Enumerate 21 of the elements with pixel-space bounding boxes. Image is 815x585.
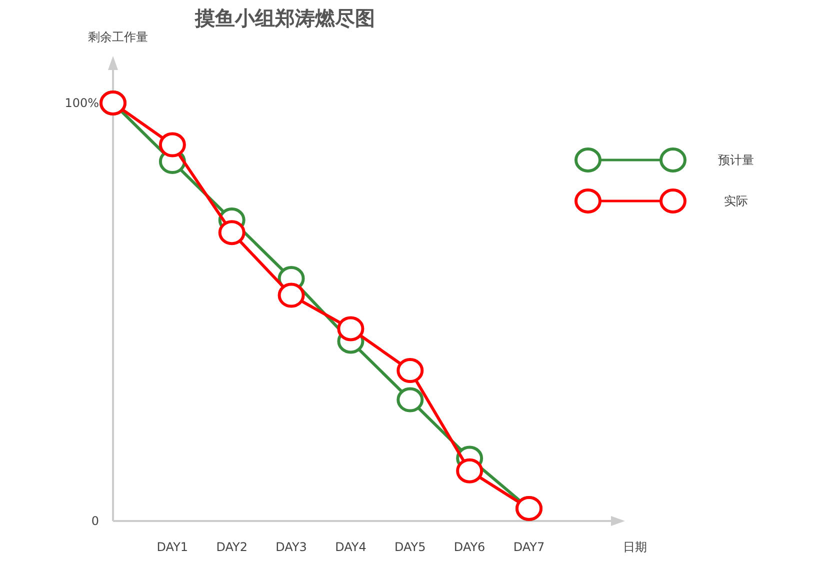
x-tick-label: DAY7 [513,540,545,554]
point [396,358,424,384]
chart-title: 摸鱼小组郑涛燃尽图 [194,6,375,30]
y-axis-title: 剩余工作量 [88,30,148,44]
x-tick-label: DAY2 [216,540,248,554]
point [337,316,364,342]
x-axis-title: 日期 [623,540,647,554]
point [218,220,246,246]
x-tick-label: DAY4 [335,540,366,554]
y-tick-label: 100% [64,96,99,110]
point [456,458,484,484]
y-tick-label: 0 [91,514,99,528]
legend-item: 实际 [574,188,748,214]
x-tick-label: DAY3 [276,540,307,554]
x-tick-label: DAY6 [454,540,486,554]
legend-item: 预计量 [574,148,754,172]
point [278,282,305,308]
x-tick-label: DAY1 [156,540,188,554]
point [158,132,186,158]
point [396,387,424,412]
x-tick-label: DAY5 [394,540,426,554]
